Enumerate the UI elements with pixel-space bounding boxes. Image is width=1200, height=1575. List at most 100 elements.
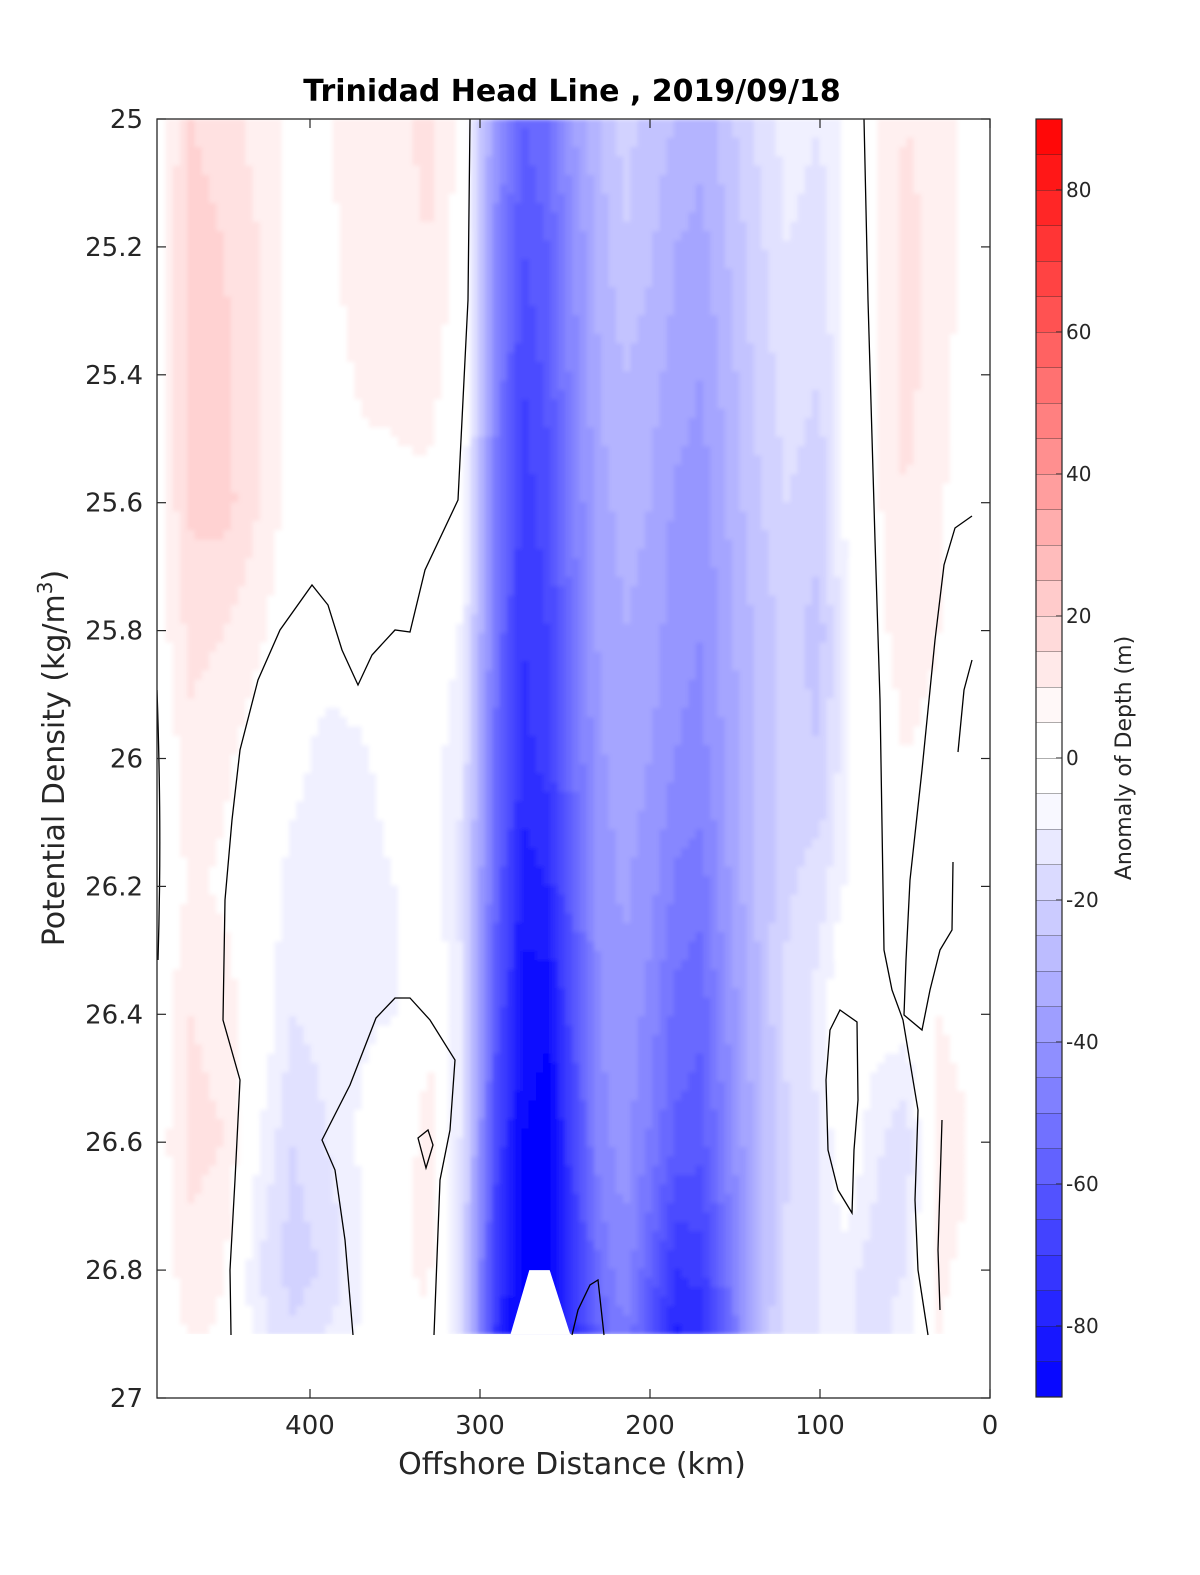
anomaly-cell: [470, 287, 479, 298]
anomaly-cell: [761, 352, 770, 363]
anomaly-cell: [245, 333, 254, 345]
anomaly-cell: [746, 399, 755, 410]
anomaly-cell: [216, 474, 225, 485]
anomaly-cell: [390, 511, 399, 522]
anomaly-cell: [928, 203, 937, 214]
anomaly-cell: [703, 287, 712, 298]
anomaly-cell: [804, 268, 813, 279]
anomaly-cell: [230, 231, 239, 242]
anomaly-cell: [528, 371, 537, 382]
anomaly-cell: [579, 530, 588, 541]
anomaly-cell: [376, 268, 385, 279]
anomaly-cell: [841, 399, 850, 410]
anomaly-cell: [187, 539, 196, 550]
anomaly-cell: [920, 436, 929, 447]
anomaly-cell: [535, 240, 545, 251]
anomaly-cell: [441, 249, 450, 260]
anomaly-cell: [913, 119, 922, 130]
anomaly-cell: [230, 408, 239, 419]
anomaly-cell: [746, 137, 755, 148]
anomaly-cell: [695, 119, 704, 130]
anomaly-cell: [717, 343, 726, 354]
anomaly-cell: [666, 474, 675, 485]
anomaly-cell: [274, 221, 283, 232]
anomaly-cell: [267, 530, 276, 541]
anomaly-cell: [354, 324, 363, 335]
anomaly-cell: [673, 305, 683, 317]
anomaly-cell: [550, 203, 559, 214]
anomaly-cell: [223, 203, 232, 214]
anomaly-cell: [703, 352, 712, 363]
anomaly-cell: [732, 249, 741, 260]
anomaly-cell: [826, 446, 835, 457]
anomaly-cell: [804, 137, 813, 148]
anomaly-cell: [695, 305, 704, 317]
anomaly-cell: [804, 240, 813, 251]
anomaly-cell: [637, 446, 646, 457]
anomaly-cell: [928, 221, 937, 232]
anomaly-cell: [506, 119, 515, 130]
anomaly-cell: [826, 333, 835, 345]
anomaly-cell: [223, 418, 232, 429]
anomaly-cell: [833, 567, 842, 578]
anomaly-cell: [811, 165, 821, 176]
anomaly-cell: [267, 558, 276, 569]
anomaly-cell: [194, 240, 203, 251]
anomaly-cell: [790, 362, 799, 373]
anomaly-cell: [804, 502, 813, 513]
anomaly-cell: [259, 548, 268, 560]
anomaly-cell: [543, 240, 552, 251]
anomaly-cell: [790, 380, 799, 391]
anomaly-cell: [695, 492, 704, 504]
anomaly-cell: [899, 483, 908, 494]
anomaly-cell: [310, 193, 319, 204]
anomaly-cell: [630, 520, 639, 532]
anomaly-cell: [252, 175, 261, 186]
anomaly-cell: [412, 530, 421, 541]
anomaly-cell: [281, 119, 290, 130]
anomaly-cell: [913, 324, 922, 335]
anomaly-cell: [782, 221, 791, 232]
anomaly-cell: [724, 193, 733, 204]
anomaly-cell: [194, 576, 203, 588]
anomaly-cell: [426, 492, 436, 504]
anomaly-cell: [739, 390, 748, 401]
anomaly-cell: [688, 305, 697, 317]
anomaly-cell: [899, 362, 908, 373]
anomaly-cell: [870, 464, 879, 475]
anomaly-cell: [608, 436, 617, 447]
anomaly-cell: [397, 399, 406, 410]
anomaly-cell: [361, 324, 370, 335]
anomaly-cell: [652, 530, 661, 541]
anomaly-cell: [572, 474, 581, 485]
anomaly-cell: [245, 399, 254, 410]
anomaly-cell: [695, 175, 704, 186]
anomaly-cell: [761, 249, 770, 260]
anomaly-cell: [180, 324, 189, 335]
anomaly-cell: [492, 464, 501, 475]
anomaly-cell: [223, 277, 232, 289]
anomaly-cell: [426, 427, 436, 438]
anomaly-cell: [673, 436, 683, 447]
anomaly-cell: [957, 268, 966, 279]
anomaly-cell: [463, 558, 472, 569]
anomaly-cell: [572, 408, 581, 419]
anomaly-cell: [935, 193, 944, 204]
anomaly-cell: [383, 137, 392, 148]
anomaly-cell: [288, 371, 298, 382]
anomaly-cell: [775, 249, 784, 260]
anomaly-cell: [412, 483, 421, 494]
anomaly-cell: [637, 483, 646, 494]
anomaly-cell: [579, 492, 588, 504]
anomaly-cell: [761, 221, 770, 232]
anomaly-cell: [891, 427, 900, 438]
anomaly-cell: [201, 315, 210, 326]
anomaly-cell: [543, 436, 552, 447]
anomaly-cell: [906, 427, 915, 438]
anomaly-cell: [957, 436, 966, 447]
anomaly-cell: [891, 558, 900, 569]
anomaly-cell: [928, 277, 937, 289]
anomaly-cell: [644, 240, 653, 251]
anomaly-cell: [383, 455, 392, 466]
anomaly-cell: [920, 212, 929, 223]
